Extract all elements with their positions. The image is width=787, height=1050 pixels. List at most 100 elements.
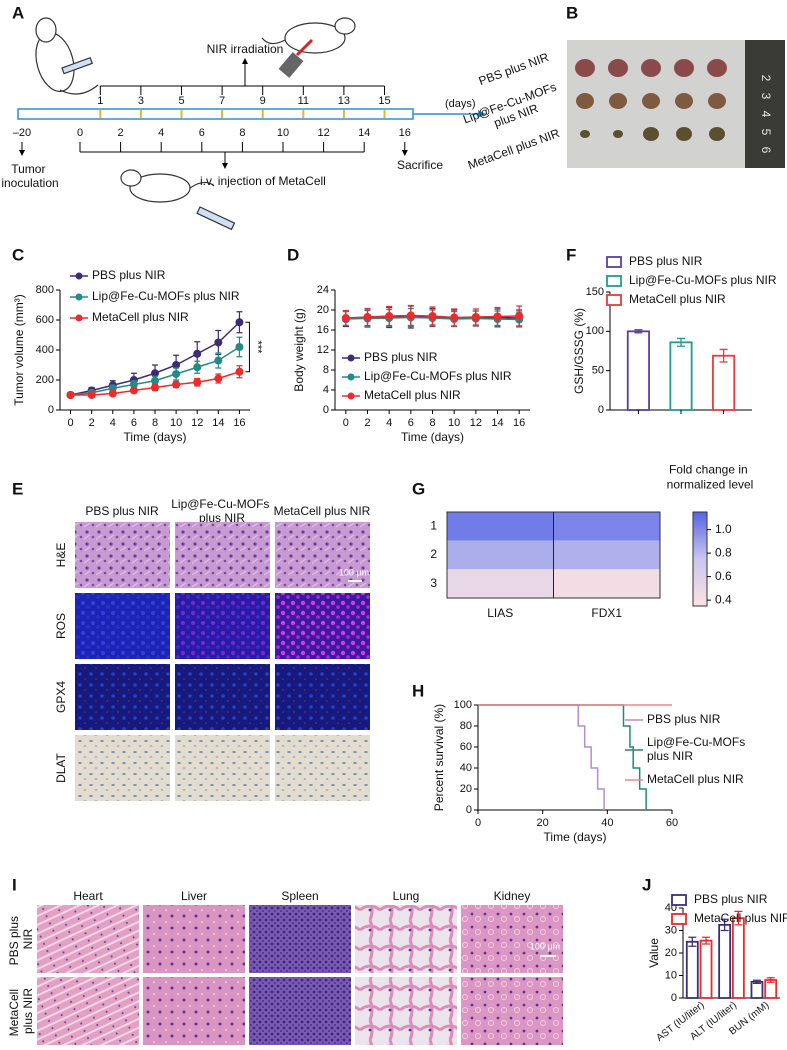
tumor — [613, 130, 623, 138]
data-point — [193, 378, 202, 387]
colorbar-title: Fold change in normalized level — [667, 463, 754, 492]
x-tick-label: 0 — [475, 817, 481, 829]
error-bar — [766, 977, 775, 983]
y-tick-label: 0 — [48, 404, 54, 416]
y-tick-label: 12 — [317, 344, 329, 356]
row-label: DLAT — [54, 752, 68, 782]
y-tick-label: 0 — [671, 992, 677, 1004]
heatmap-cell — [553, 512, 660, 541]
x-tick-label: 0 — [343, 417, 349, 429]
tumor — [580, 130, 590, 138]
legend-marker — [75, 293, 83, 301]
data-point — [87, 391, 96, 399]
data-point — [450, 313, 459, 322]
day-label: 16 — [399, 127, 411, 139]
data-point — [151, 383, 159, 392]
error-bar — [752, 979, 761, 985]
y-tick-label: 50 — [592, 365, 604, 377]
micrograph — [275, 522, 370, 588]
legend-label: PBS plus NIR — [92, 268, 166, 282]
tumor — [708, 93, 726, 109]
legend-marker — [347, 354, 355, 362]
y-axis-label: Value — [647, 938, 661, 968]
column-label: FDX1 — [591, 606, 622, 620]
data-point — [428, 312, 437, 320]
y-tick-label: 80 — [460, 720, 472, 732]
micrograph — [143, 977, 245, 1045]
y-tick-label: 100 — [454, 699, 472, 711]
day-label: 5 — [178, 95, 184, 107]
x-axis-label: Time (days) — [124, 430, 187, 444]
micrograph — [175, 735, 270, 801]
row-label: 3 — [430, 576, 437, 590]
arrow-head — [242, 58, 248, 64]
data-point — [193, 363, 202, 372]
row-label: 1 — [430, 519, 437, 533]
micrograph — [461, 977, 563, 1045]
x-axis-label: Time (days) — [544, 830, 607, 844]
micrograph — [37, 977, 139, 1045]
error-bar — [688, 936, 697, 947]
tumor — [609, 93, 627, 109]
y-axis-label: Tumor volume (mm³) — [12, 294, 26, 406]
bar — [731, 917, 745, 999]
x-tick-label: 8 — [152, 417, 158, 429]
scale-bar-label: 100 μm — [530, 941, 560, 951]
x-tick-label: 14 — [491, 417, 503, 429]
column-label: LIAS — [487, 606, 513, 620]
micrograph — [37, 905, 139, 973]
x-tick-label: 4 — [110, 417, 116, 429]
data-point — [193, 349, 202, 358]
y-axis-label: GSH/GSSG (%) — [572, 308, 586, 394]
day-label: 1 — [97, 95, 103, 107]
data-point — [235, 318, 244, 327]
legend-label: MetaCell plus NIR — [647, 772, 744, 786]
panel-label: C — [12, 245, 24, 264]
x-tick-label: 2 — [364, 417, 370, 429]
micrograph — [275, 735, 370, 801]
bar — [626, 330, 650, 411]
arrow-head — [19, 150, 25, 156]
heatmap-cell — [447, 512, 554, 541]
panel-label: G — [412, 479, 425, 498]
ruler-label: 3 — [759, 93, 773, 100]
column-label: Lip@Fe-Cu-MOFs plus NIR — [171, 497, 273, 525]
arrow-head — [222, 163, 228, 169]
data-point — [214, 356, 223, 365]
legend-label: PBS plus NIR — [364, 350, 438, 364]
significance-bracket — [245, 321, 250, 373]
ruler — [745, 40, 785, 168]
data-point — [151, 369, 159, 378]
tumor — [608, 59, 628, 77]
tumor — [641, 59, 661, 77]
data-point — [363, 313, 372, 321]
day-label: 13 — [338, 95, 350, 107]
tumor — [575, 59, 595, 77]
day-label: 7 — [219, 95, 225, 107]
day-label: 2 — [118, 127, 124, 139]
x-tick-label: 6 — [408, 417, 414, 429]
x-tick-label: 8 — [429, 417, 435, 429]
legend-label: PBS plus NIR — [647, 712, 721, 726]
y-tick-label: 20 — [460, 783, 472, 795]
y-tick-label: 20 — [317, 304, 329, 316]
panel-label: I — [12, 875, 17, 894]
day-label: 0 — [77, 127, 83, 139]
micrograph — [175, 593, 270, 659]
x-tick-label: 60 — [666, 817, 678, 829]
legend-label: PBS plus NIR — [694, 892, 768, 906]
row-label: GPX4 — [54, 681, 68, 713]
day-label: 4 — [158, 127, 164, 139]
data-point — [172, 361, 181, 369]
y-axis-label: Percent survival (%) — [432, 704, 446, 811]
legend-label: Lip@Fe-Cu-MOFs plus NIR — [364, 369, 512, 383]
tumor — [643, 127, 659, 141]
data-point — [341, 314, 350, 322]
x-tick-label: 12 — [470, 417, 482, 429]
legend-label: MetaCell plus NIR — [364, 388, 461, 402]
y-tick-label: 150 — [586, 286, 604, 298]
colorbar-tick-label: 1.0 — [715, 522, 732, 536]
y-tick-label: 4 — [323, 384, 329, 396]
bar — [685, 940, 699, 999]
panel-label: F — [566, 245, 576, 264]
